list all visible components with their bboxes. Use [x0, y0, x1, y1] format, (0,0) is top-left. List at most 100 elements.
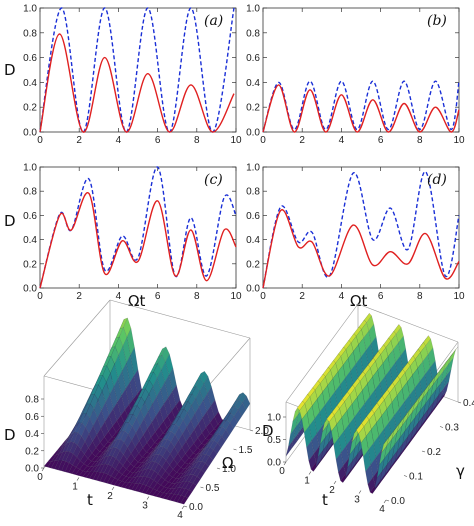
param-tick-label: 0.4	[463, 398, 474, 409]
t-tick	[308, 471, 312, 475]
surface-patch	[213, 442, 222, 455]
t-tick-label: 4	[177, 510, 183, 521]
x-tick-label: 10	[453, 135, 465, 146]
y-tick-label: 0.4	[23, 78, 37, 89]
surface-patch	[429, 373, 438, 384]
x-tick-label: 10	[453, 291, 465, 302]
param-tick-label: 1.0	[222, 464, 236, 475]
param-tick-label: 0.1	[409, 472, 423, 483]
t-tick	[283, 461, 287, 466]
y-tick-label: 0.8	[246, 28, 260, 39]
surface-patch	[419, 387, 428, 397]
series-solid-line	[262, 209, 460, 289]
plot-frame	[39, 166, 237, 289]
zlabel-left: D	[4, 426, 16, 444]
param-tick-label: 0.0	[189, 502, 203, 513]
zlabel-right: D	[262, 422, 274, 440]
series-solid-line	[39, 33, 235, 133]
param-tick-label: 0.5	[206, 483, 220, 494]
x-tick-label: 8	[194, 291, 200, 302]
y-tick-label: 0.0	[246, 128, 260, 139]
x-tick-label: 6	[155, 135, 161, 146]
z-tick-label: 1.0	[267, 413, 281, 424]
y-tick-label: 0.2	[23, 259, 37, 270]
param-tick	[457, 401, 462, 404]
x-tick-label: 8	[194, 135, 200, 146]
panel-label-a: (a)	[204, 13, 223, 29]
z-tick-label: 0.4	[25, 429, 39, 440]
t-tick	[333, 480, 337, 485]
t-tick-label: 1	[72, 482, 78, 493]
y-tick-label: 1.0	[246, 4, 260, 15]
surface-patch	[424, 380, 433, 391]
x-tick-label: 4	[339, 291, 345, 302]
t-tick-label: 2	[107, 491, 113, 502]
panel-c: 0 2 4 6 8 10 0.0 0.2 0.4 0.6 0.8 1.0	[23, 163, 242, 303]
x-tick-label: 6	[155, 291, 161, 302]
param-tick-label: 2.0	[255, 426, 269, 437]
box-edge	[357, 303, 459, 343]
tlabel-left: t	[87, 491, 93, 509]
t-tick-label: 0	[279, 466, 285, 477]
t-tick	[181, 505, 185, 510]
surface-plot-right: 0 1 2 3 4 0.0 0.1 0.2 0.3 0.4 0.0 0.5 1.0	[267, 303, 474, 515]
surface-patch	[414, 393, 423, 404]
gamma-label: γ	[456, 462, 465, 480]
y-tick-label: 0.0	[23, 284, 37, 295]
x-tick-label: 8	[417, 135, 423, 146]
box-edge	[285, 303, 359, 403]
x-tick-label: 0	[37, 291, 43, 302]
t-tick-label: 3	[142, 501, 148, 512]
series-solid-line	[39, 192, 237, 289]
t-tick-label: 1	[304, 476, 310, 487]
xlabel-left: Ωt	[128, 292, 145, 310]
x-tick-label: 4	[116, 291, 122, 302]
series-dashed-line	[39, 7, 235, 133]
z-tick-label: 0.0	[267, 458, 281, 469]
surface-patch	[180, 496, 189, 505]
surface-patch	[184, 489, 193, 499]
surface-patch	[192, 476, 201, 486]
param-tick	[385, 499, 390, 502]
t-tick	[146, 496, 150, 500]
param-tick	[183, 505, 188, 508]
x-tick-label: 10	[230, 291, 242, 302]
surface-patch	[383, 434, 392, 445]
t-tick	[76, 477, 80, 481]
param-tick-label: 0.2	[427, 447, 441, 458]
z-tick-label: 0.5	[267, 435, 281, 446]
y-tick-label: 0.6	[23, 53, 37, 64]
series-dashed-line	[39, 166, 237, 289]
z-tick-label: 0.6	[25, 412, 39, 423]
param-tick	[439, 426, 444, 428]
y-tick-label: 1.0	[23, 163, 37, 174]
y-tick-label: 0.6	[23, 211, 37, 222]
x-tick-label: 2	[299, 135, 305, 146]
param-tick	[421, 450, 426, 453]
t-tick	[41, 467, 45, 472]
z-tick-label: 0.8	[25, 395, 39, 406]
y-tick-label: 0.2	[246, 259, 260, 270]
x-tick-label: 2	[299, 291, 305, 302]
y-tick-label: 0.0	[23, 128, 37, 139]
panel-label-d: (d)	[427, 172, 447, 188]
plot-frame	[39, 7, 237, 133]
x-tick-label: 4	[339, 135, 345, 146]
param-tick	[216, 467, 221, 470]
y-tick-label: 0.6	[246, 53, 260, 64]
ylabel-top: D	[4, 61, 16, 79]
panel-label-b: (b)	[427, 13, 447, 29]
param-tick	[403, 475, 408, 477]
y-tick-label: 1.0	[23, 4, 37, 15]
series-dashed-line	[262, 171, 460, 289]
x-tick-label: 0	[260, 291, 266, 302]
box-edge	[109, 299, 251, 339]
y-tick-label: 0.2	[23, 103, 37, 114]
x-tick-label: 10	[230, 135, 242, 146]
x-tick-label: 6	[378, 135, 384, 146]
y-tick-label: 0.8	[23, 187, 37, 198]
surface-patch	[388, 427, 397, 438]
surface-patch	[399, 414, 407, 424]
